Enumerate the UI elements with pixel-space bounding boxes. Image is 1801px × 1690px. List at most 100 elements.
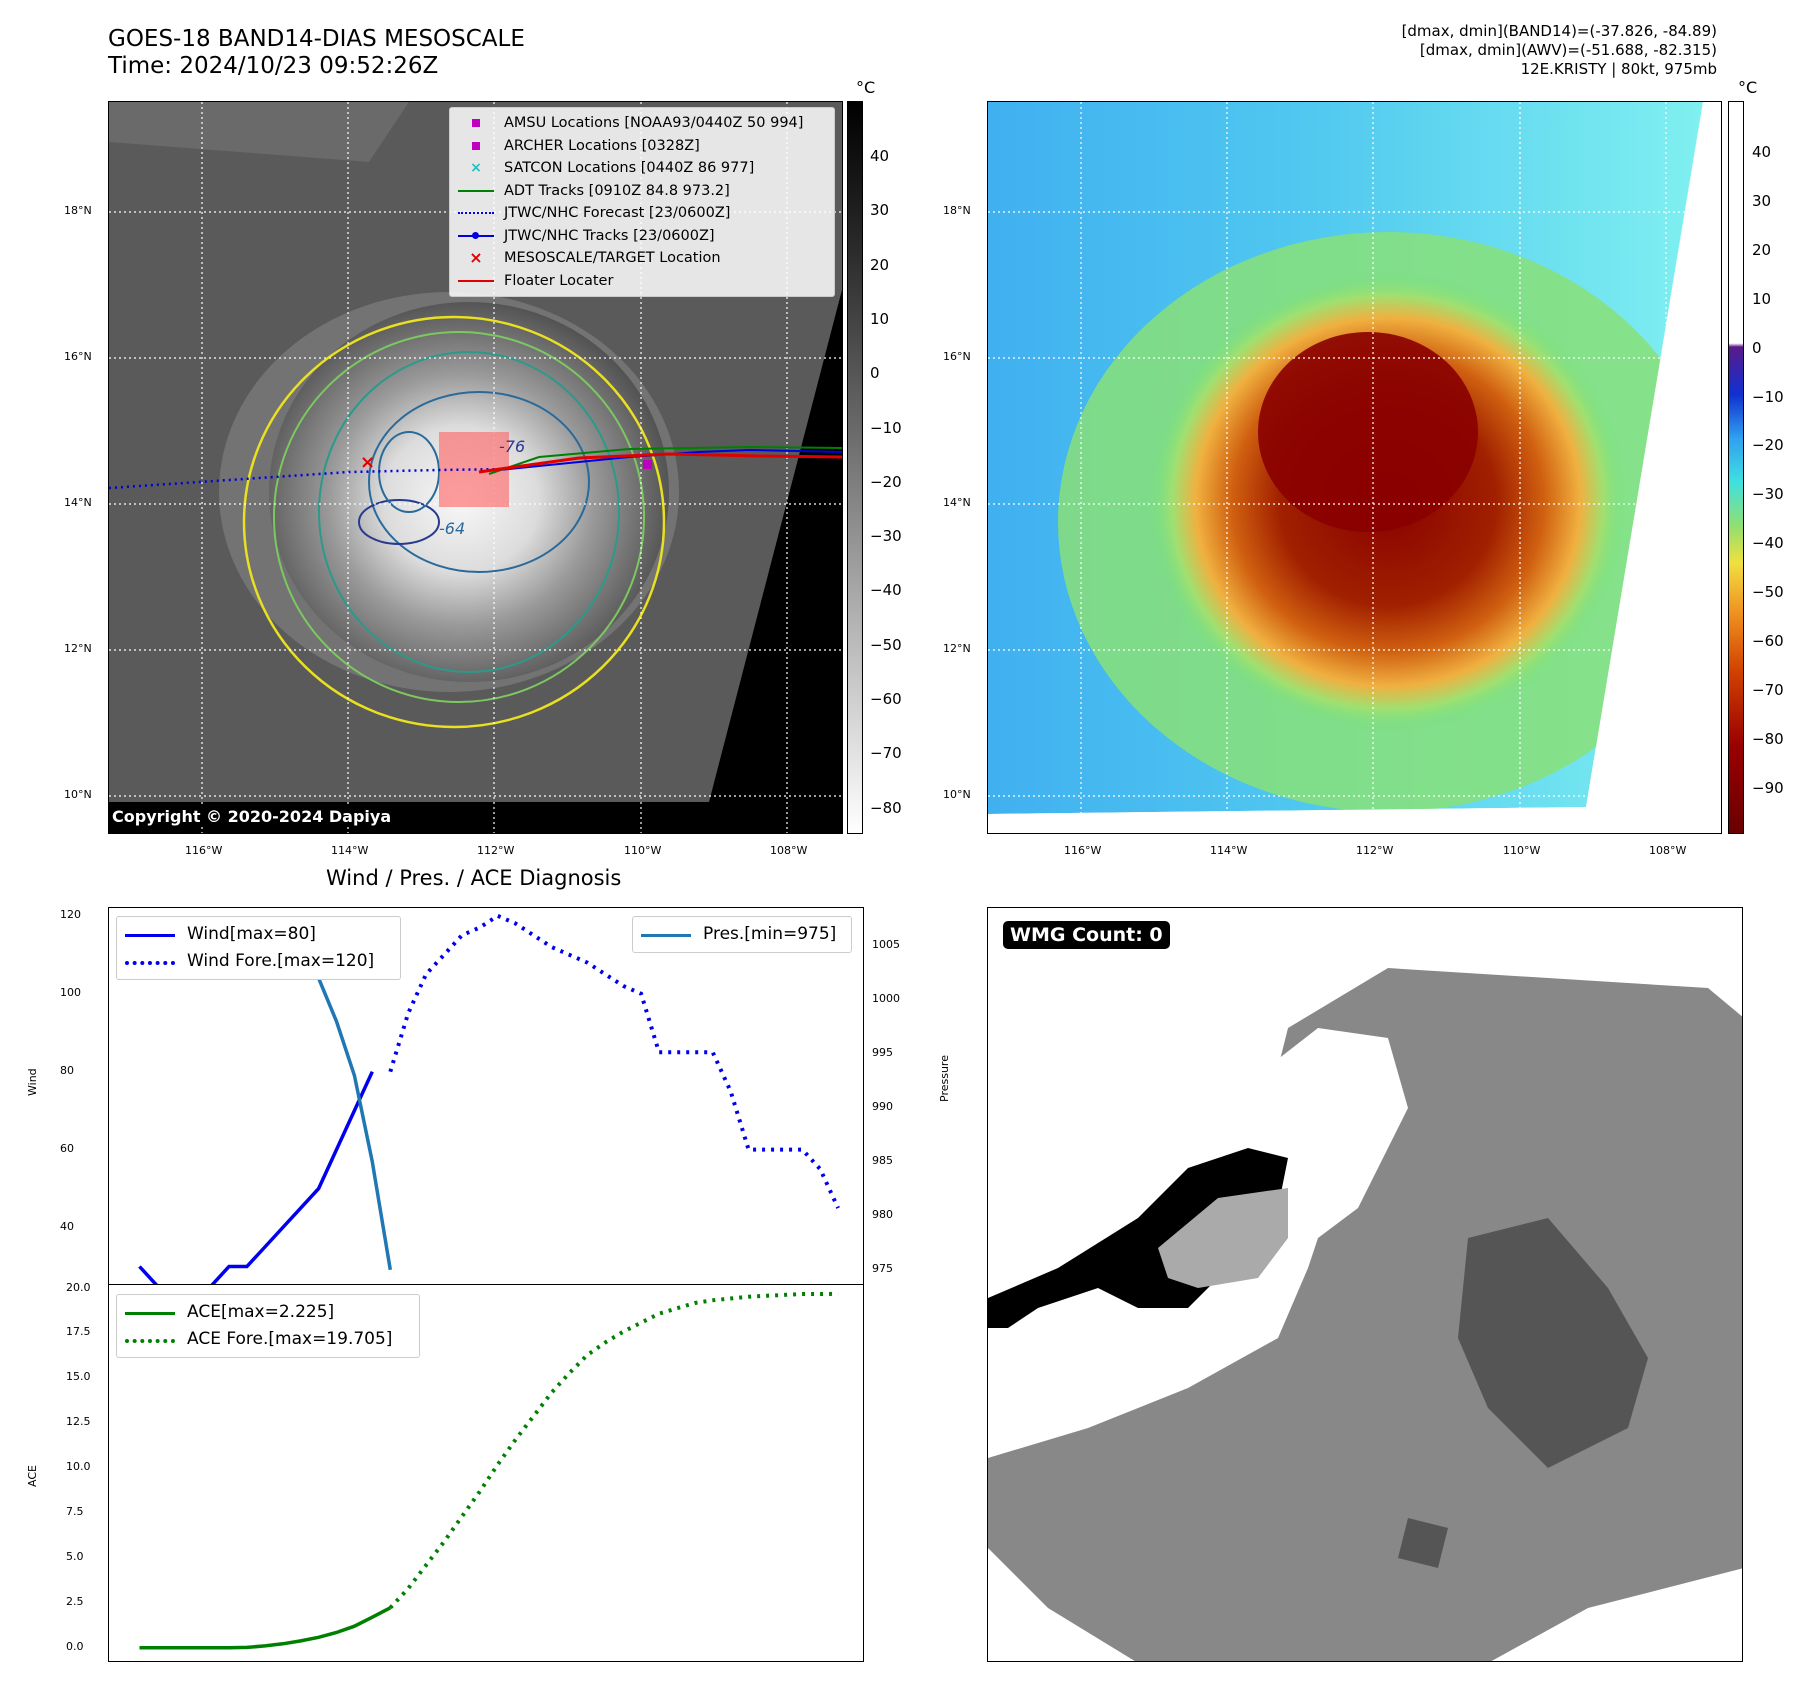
pressure-legend: Pres.[min=975] xyxy=(632,916,852,953)
lon-tick-label: 116°W xyxy=(185,844,223,857)
ace-panel xyxy=(108,1284,864,1662)
lat-tick-label: 18°N xyxy=(64,204,92,217)
left-colorbar-tick: −60 xyxy=(870,690,902,708)
series-line-0 xyxy=(138,1070,374,1284)
legend-pressure: Pres.[min=975] xyxy=(641,921,843,948)
right-colorbar-tick: −90 xyxy=(1752,778,1784,797)
lon-tick-label: 114°W xyxy=(331,844,369,857)
left-colorbar xyxy=(847,101,863,834)
lat-tick-label: 16°N xyxy=(943,350,971,363)
ace-tick-label: 0.0 xyxy=(66,1639,84,1653)
storm-info: 12E.KRISTY | 80kt, 975mb xyxy=(1520,60,1717,78)
dotted-line-icon xyxy=(458,207,494,219)
line-dot-icon xyxy=(458,230,494,242)
wind-tick-label: 80 xyxy=(60,1063,74,1077)
series-line-0 xyxy=(139,1606,392,1650)
lat-tick-label: 10°N xyxy=(943,788,971,801)
solid-line-icon xyxy=(125,929,175,941)
lon-tick-label: 114°W xyxy=(1210,844,1248,857)
wmg-panel xyxy=(987,907,1743,1662)
figure-title: GOES-18 BAND14-DIAS MESOSCALE Time: 2024/… xyxy=(108,26,525,80)
stats-awv: [dmax, dmin](AWV)=(-51.688, -82.315) xyxy=(1419,41,1717,59)
left-colorbar-tick: 40 xyxy=(870,147,890,165)
contour-label-76: -76 xyxy=(499,437,525,456)
amsu-marker xyxy=(643,460,652,469)
contour-label-64: -64 xyxy=(439,519,465,538)
line-icon xyxy=(458,275,494,287)
ace-tick-label: 2.5 xyxy=(66,1594,84,1608)
right-colorbar-tick: −30 xyxy=(1752,485,1784,504)
ace-legend: ACE[max=2.225] ACE Fore.[max=19.705] xyxy=(116,1294,420,1358)
wind-tick-label: 40 xyxy=(60,1219,74,1233)
dotted-line-icon xyxy=(125,956,175,968)
solid-line-icon xyxy=(125,1307,175,1319)
legend-wind: Wind[max=80] xyxy=(125,921,392,948)
stats-band14: [dmax, dmin](BAND14)=(-37.826, -84.89) xyxy=(1401,22,1717,40)
ace-tick-label: 12.5 xyxy=(66,1415,91,1429)
wind-tick-label: 60 xyxy=(60,1141,74,1155)
right-colorbar-tick: 40 xyxy=(1752,143,1772,161)
target-location-marker: × xyxy=(360,452,375,473)
ace-chart xyxy=(139,1291,839,1650)
copyright-label: Copyright © 2020-2024 Dapiya xyxy=(108,806,396,827)
series-line-1 xyxy=(388,1291,839,1610)
lat-tick-label: 18°N xyxy=(943,204,971,217)
left-colorbar-tick: −10 xyxy=(870,418,902,437)
left-colorbar-tick: −50 xyxy=(870,635,902,654)
legend-satcon: × SATCON Locations [0440Z 86 977] xyxy=(458,157,826,180)
pressure-tick-label: 1005 xyxy=(872,937,900,951)
right-colorbar-tick: −40 xyxy=(1752,534,1784,553)
right-colorbar-tick: −80 xyxy=(1752,729,1784,748)
right-colorbar-tick: 30 xyxy=(1752,191,1772,210)
lat-tick-label: 16°N xyxy=(64,350,92,363)
pressure-tick-label: 980 xyxy=(872,1207,893,1221)
awv-gridlines xyxy=(988,102,1721,833)
lat-tick-label: 12°N xyxy=(943,642,971,655)
square-marker-icon xyxy=(458,117,494,129)
lon-tick-label: 110°W xyxy=(624,844,662,857)
legend-jtwc-tracks: JTWC/NHC Tracks [23/0600Z] xyxy=(458,225,826,248)
legend-wind-forecast: Wind Fore.[max=120] xyxy=(125,948,392,975)
floater-track xyxy=(478,452,842,474)
left-colorbar-tick: −30 xyxy=(870,527,902,546)
right-colorbar-tick: −10 xyxy=(1752,387,1784,406)
wind-tick-label: 120 xyxy=(60,907,81,921)
forecast-track xyxy=(109,467,510,490)
title-time: Time: 2024/10/23 09:52:26Z xyxy=(108,53,439,79)
left-colorbar-tick: −70 xyxy=(870,744,902,763)
x-marker-icon: × xyxy=(469,248,483,268)
ace-axis-label: ACE xyxy=(26,1465,39,1487)
wmg-image xyxy=(988,968,1742,1661)
right-colorbar-tick: −60 xyxy=(1752,632,1784,650)
right-colorbar-tick: −50 xyxy=(1752,583,1784,602)
ace-tick-label: 20.0 xyxy=(66,1280,91,1294)
right-colorbar-tick: −70 xyxy=(1752,680,1784,699)
lon-tick-label: 112°W xyxy=(477,844,515,857)
left-colorbar-tick: 30 xyxy=(870,201,890,220)
awv-map xyxy=(987,101,1722,834)
legend-mesoscale: × MESOSCALE/TARGET Location xyxy=(458,247,826,270)
right-colorbar-unit: °C xyxy=(1738,78,1758,97)
wind-tick-label: 100 xyxy=(60,985,81,999)
legend-adt: ADT Tracks [0910Z 84.8 973.2] xyxy=(458,180,826,203)
awv-image xyxy=(988,102,1721,833)
pressure-tick-label: 1000 xyxy=(872,991,900,1005)
left-colorbar-tick: −40 xyxy=(870,581,902,600)
lat-tick-label: 12°N xyxy=(64,642,92,655)
legend-archer: ARCHER Locations [0328Z] xyxy=(458,135,826,158)
wmg-count-badge: WMG Count: 0 xyxy=(1003,921,1170,949)
left-colorbar-tick: 10 xyxy=(870,309,890,328)
pressure-tick-label: 985 xyxy=(872,1153,893,1167)
lon-tick-label: 108°W xyxy=(1649,844,1687,857)
lon-tick-label: 112°W xyxy=(1356,844,1394,857)
legend-ace-forecast: ACE Fore.[max=19.705] xyxy=(125,1326,411,1353)
lon-tick-label: 108°W xyxy=(770,844,808,857)
wind-axis-label: Wind xyxy=(26,1068,39,1096)
legend-forecast: JTWC/NHC Forecast [23/0600Z] xyxy=(458,202,826,225)
right-colorbar xyxy=(1728,101,1744,834)
pressure-tick-label: 995 xyxy=(872,1045,893,1059)
ace-tick-label: 15.0 xyxy=(66,1370,91,1384)
lat-tick-label: 14°N xyxy=(64,496,92,509)
legend-amsu: AMSU Locations [NOAA93/0440Z 50 994] xyxy=(458,112,826,135)
left-colorbar-tick: 20 xyxy=(870,255,890,274)
